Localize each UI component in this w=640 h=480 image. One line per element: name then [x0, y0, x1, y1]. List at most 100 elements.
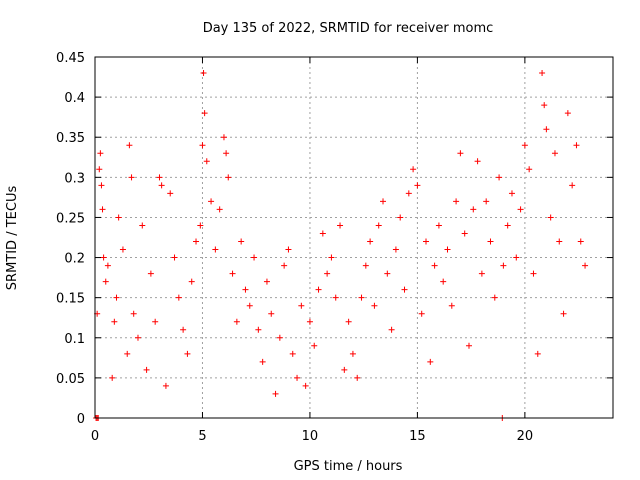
grid-lines	[95, 57, 613, 418]
y-tick-label: 0.1	[64, 332, 85, 347]
data-point	[474, 158, 481, 165]
data-point	[255, 326, 262, 333]
chart-title: Day 135 of 2022, SRMTID for receiver mom…	[203, 21, 494, 36]
data-point	[461, 230, 468, 237]
data-point	[263, 278, 270, 285]
data-point	[285, 246, 292, 253]
data-point	[109, 374, 116, 381]
data-point	[401, 286, 408, 293]
data-point	[526, 166, 533, 173]
data-point	[508, 190, 515, 197]
data-point	[517, 206, 524, 213]
x-tick-label: 5	[198, 429, 206, 444]
data-point	[483, 198, 490, 205]
plot-frame	[94, 56, 614, 419]
data-point	[577, 238, 584, 245]
data-point	[197, 222, 204, 229]
data-point	[99, 206, 106, 213]
data-point	[444, 246, 451, 253]
y-tick-label: 0.05	[56, 372, 85, 387]
data-point	[97, 150, 104, 157]
data-point	[115, 214, 122, 221]
data-point	[251, 254, 258, 261]
data-point	[491, 294, 498, 301]
data-point	[384, 270, 391, 277]
y-tick-label: 0.25	[56, 211, 85, 226]
data-point	[478, 270, 485, 277]
data-point	[306, 318, 313, 325]
data-point	[465, 342, 472, 349]
y-tick-label: 0.35	[56, 131, 85, 146]
data-point	[152, 318, 159, 325]
data-point	[96, 166, 103, 173]
y-tick-label: 0.2	[64, 252, 85, 267]
data-point	[332, 294, 339, 301]
data-point	[311, 342, 318, 349]
data-point	[573, 142, 580, 149]
data-point	[167, 190, 174, 197]
data-point	[380, 198, 387, 205]
data-point	[281, 262, 288, 269]
data-point	[119, 246, 126, 253]
x-tick-label: 0	[91, 429, 99, 444]
data-point	[564, 110, 571, 117]
data-point	[229, 270, 236, 277]
data-point	[233, 318, 240, 325]
data-point	[500, 262, 507, 269]
data-point	[543, 126, 550, 133]
data-point	[104, 262, 111, 269]
data-point	[203, 158, 210, 165]
data-point	[345, 318, 352, 325]
y-tick-label: 0	[77, 412, 85, 427]
data-point	[341, 366, 348, 373]
data-point	[102, 278, 109, 285]
data-point	[113, 294, 120, 301]
data-point	[582, 262, 589, 269]
data-point	[242, 286, 249, 293]
data-point	[414, 182, 421, 189]
data-point	[315, 286, 322, 293]
data-point	[158, 182, 165, 189]
data-point	[124, 350, 131, 357]
data-point	[220, 134, 227, 141]
data-point	[302, 382, 309, 389]
x-tick-label: 15	[409, 429, 426, 444]
data-point	[111, 318, 118, 325]
data-point	[134, 334, 141, 341]
data-point	[534, 350, 541, 357]
data-point	[130, 310, 137, 317]
data-point	[223, 150, 230, 157]
data-point	[188, 278, 195, 285]
data-point	[496, 174, 503, 181]
data-points	[93, 70, 589, 421]
data-point	[405, 190, 412, 197]
data-point	[551, 150, 558, 157]
data-point	[431, 262, 438, 269]
data-point	[143, 366, 150, 373]
data-point	[147, 270, 154, 277]
data-point	[162, 382, 169, 389]
data-point	[418, 310, 425, 317]
axis-ticks: 0 0.05 0.1 0.15 0.2 0.25 0.3 0.35 0.4 0.45 0 5 10 15 2…	[56, 51, 613, 444]
data-point	[504, 222, 511, 229]
y-tick-label: 0.15	[56, 292, 85, 307]
data-point	[180, 326, 187, 333]
data-point	[560, 310, 567, 317]
data-point	[569, 182, 576, 189]
data-point	[337, 222, 344, 229]
data-point	[156, 174, 163, 181]
y-tick-label: 0.45	[56, 51, 85, 66]
data-point	[539, 70, 546, 77]
x-axis-label: GPS time / hours	[294, 459, 403, 474]
data-point	[98, 182, 105, 189]
data-point	[362, 262, 369, 269]
data-point	[100, 254, 107, 261]
data-point	[440, 278, 447, 285]
data-point	[521, 142, 528, 149]
data-point	[453, 198, 460, 205]
data-point	[298, 302, 305, 309]
data-point	[208, 198, 215, 205]
data-point	[289, 350, 296, 357]
